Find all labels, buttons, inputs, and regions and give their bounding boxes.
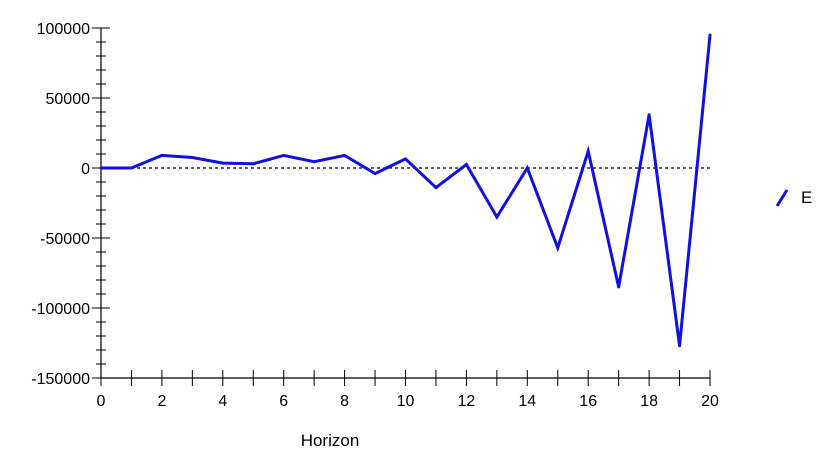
y-tick-label: 100000 [37,21,90,38]
chart-series [99,33,712,348]
x-tick-label: 6 [279,393,288,410]
data-point [708,33,712,37]
data-point [495,215,499,219]
x-tick-label: 10 [397,393,415,410]
data-point [464,163,468,166]
x-tick-label: 20 [701,393,719,410]
x-tick-label: 4 [218,393,227,410]
data-point [556,246,560,250]
y-tick-labels: 100000 50000 0 -50000 -100000 -150000 [31,21,90,388]
chart-legend: E [775,188,812,207]
data-point [129,166,133,170]
y-tick-label: -50000 [40,231,90,248]
data-point [434,186,438,190]
data-point [343,153,347,157]
data-point [160,153,164,157]
data-point [525,166,529,170]
x-tick-label: 2 [157,393,166,410]
legend-swatch [775,189,789,207]
data-point [251,162,255,166]
x-axis-title: Horizon [301,431,360,450]
x-tick-labels: 0 2 4 6 8 10 12 14 16 18 20 [97,393,719,410]
data-point [617,285,621,289]
y-tick-label: 50000 [46,91,91,108]
y-tick-label: 0 [81,161,90,178]
data-point [647,113,651,117]
data-point [282,153,286,157]
data-point [312,160,316,164]
data-point [99,166,103,170]
x-tick-label: 8 [340,393,349,410]
chart-axes [92,27,711,386]
data-point [373,172,377,176]
x-tick-label: 16 [579,393,597,410]
data-point [404,157,407,161]
x-tick-label: 18 [640,393,658,410]
legend-label: E [801,188,812,207]
y-tick-label: -150000 [31,371,90,388]
y-tick-label: -100000 [31,301,90,318]
data-point [190,156,194,159]
x-tick-label: 14 [518,393,536,410]
series-line-E [101,34,712,346]
data-point [221,161,225,165]
data-point [586,149,590,153]
x-tick-label: 12 [458,393,476,410]
x-tick-label: 0 [97,393,106,410]
data-point [678,344,682,348]
